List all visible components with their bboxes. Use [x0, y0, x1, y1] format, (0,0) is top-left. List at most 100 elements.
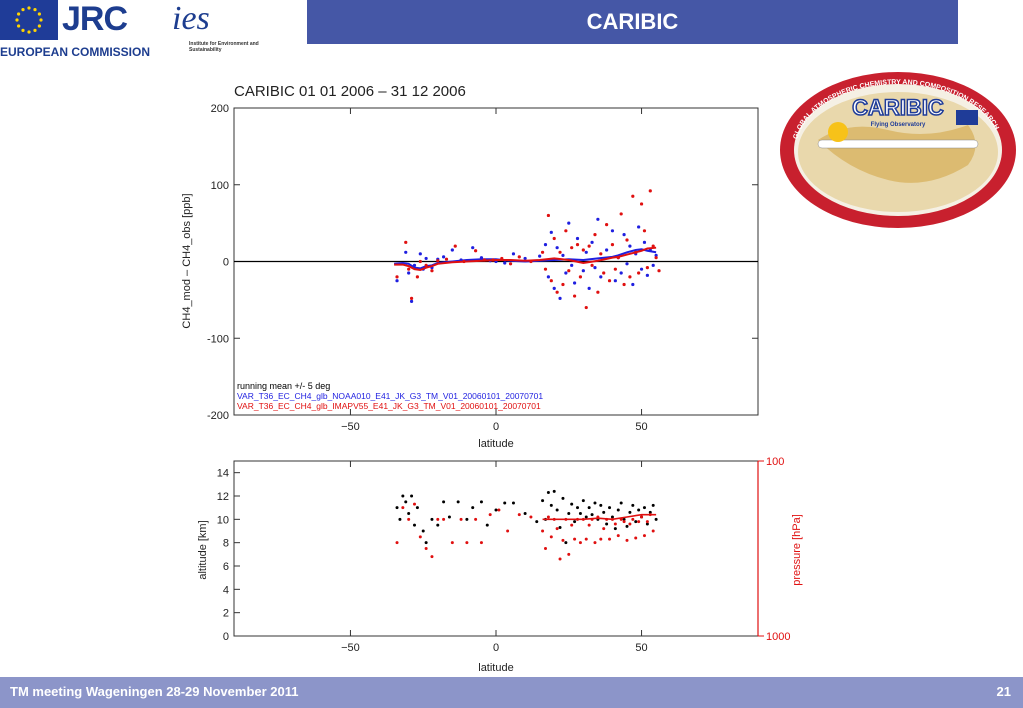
data-point	[418, 252, 422, 256]
data-point	[610, 229, 615, 233]
data-point	[415, 275, 419, 279]
data-point	[599, 275, 603, 279]
data-point	[541, 529, 545, 533]
y2-tick-label: 1000	[766, 631, 790, 643]
data-point	[447, 515, 451, 519]
legend-series-imapv: VAR_T36_EC_CH4_glb_IMAPV55_E41_JK_G3_TM_…	[237, 401, 541, 411]
pressure-mean-line	[542, 513, 657, 521]
data-point	[575, 243, 580, 247]
ies-logo-text: ies	[172, 0, 210, 37]
x-axis-label-lower: latitude	[478, 662, 513, 674]
data-point	[616, 508, 620, 512]
data-point	[558, 526, 562, 529]
data-point	[619, 501, 623, 505]
eu-star-icon	[33, 28, 37, 32]
x-tick-label: 0	[493, 421, 499, 433]
data-point	[442, 255, 446, 259]
eu-star-icon	[33, 8, 37, 12]
data-point	[407, 512, 411, 515]
data-point	[549, 503, 553, 507]
data-point	[651, 263, 655, 267]
legend-running-mean: running mean +/- 5 deg	[237, 381, 330, 391]
data-point	[564, 541, 568, 545]
data-point	[637, 508, 641, 512]
european-commission-text: EUROPEAN COMMISSION	[0, 45, 151, 59]
data-point	[450, 248, 454, 252]
data-point	[444, 257, 449, 261]
data-point	[599, 537, 603, 541]
y-tick-label: 8	[223, 538, 229, 550]
data-point	[523, 256, 527, 261]
data-point	[587, 506, 591, 510]
data-point	[605, 248, 609, 252]
data-point	[549, 230, 553, 234]
data-point	[634, 536, 638, 540]
data-point	[549, 279, 553, 283]
data-point	[404, 240, 408, 244]
y-tick-label: 2	[223, 608, 229, 620]
eu-star-icon	[27, 6, 31, 10]
data-point	[412, 523, 416, 527]
data-point	[552, 236, 556, 241]
data-point	[590, 263, 594, 267]
data-point	[628, 275, 632, 279]
data-point	[622, 520, 626, 524]
data-point	[564, 229, 568, 233]
y-tick-label: 0	[223, 631, 229, 643]
legend-series-noaa: VAR_T36_EC_CH4_glb_NOAA010_E41_JK_G3_TM_…	[237, 391, 543, 401]
data-point	[409, 296, 414, 300]
data-point	[573, 281, 577, 285]
data-point	[511, 501, 515, 505]
caribic-badge-subtitle: Flying Observatory	[871, 122, 926, 128]
data-point	[465, 541, 469, 545]
data-point	[581, 269, 585, 273]
data-point	[401, 494, 405, 498]
data-point	[412, 502, 416, 506]
eu-star-icon	[21, 8, 25, 12]
data-point	[415, 506, 419, 510]
y-tick-label: -100	[207, 333, 229, 345]
data-point	[401, 506, 405, 510]
data-point	[395, 275, 399, 279]
data-point	[596, 290, 600, 294]
data-point	[529, 515, 533, 519]
data-point	[573, 520, 577, 524]
data-point	[474, 249, 478, 253]
data-point	[631, 503, 635, 507]
y-tick-label: 14	[217, 468, 229, 480]
data-point	[654, 517, 658, 521]
data-point	[543, 267, 548, 271]
data-point	[645, 522, 649, 526]
data-point	[578, 541, 582, 545]
y-tick-label: 0	[223, 257, 229, 269]
data-point	[511, 252, 516, 256]
data-point	[578, 512, 582, 515]
data-point	[648, 189, 652, 193]
y-axis-label-lower: altitude [km]	[197, 520, 209, 579]
data-point	[634, 520, 638, 524]
data-point	[424, 541, 428, 545]
data-point	[587, 523, 591, 527]
data-point	[631, 282, 635, 287]
data-point	[645, 266, 649, 270]
data-point	[581, 499, 585, 503]
data-point	[517, 255, 521, 259]
x-tick-label: 0	[493, 642, 499, 654]
data-point	[584, 305, 588, 310]
data-point	[549, 535, 553, 539]
altitude-pressure-chart: latitude altitude [km] pressure [hPa] 0 2…	[197, 456, 803, 674]
data-point	[407, 271, 411, 275]
data-point	[639, 267, 644, 271]
data-point	[555, 527, 559, 531]
data-point	[474, 517, 478, 521]
data-point	[558, 296, 562, 300]
data-point	[523, 512, 527, 515]
eu-star-icon	[37, 24, 41, 28]
data-point	[395, 506, 399, 510]
data-point	[430, 269, 434, 273]
data-point	[625, 262, 629, 266]
data-point	[546, 515, 550, 519]
data-point	[625, 524, 629, 528]
data-point	[418, 259, 422, 264]
data-point	[404, 250, 408, 254]
